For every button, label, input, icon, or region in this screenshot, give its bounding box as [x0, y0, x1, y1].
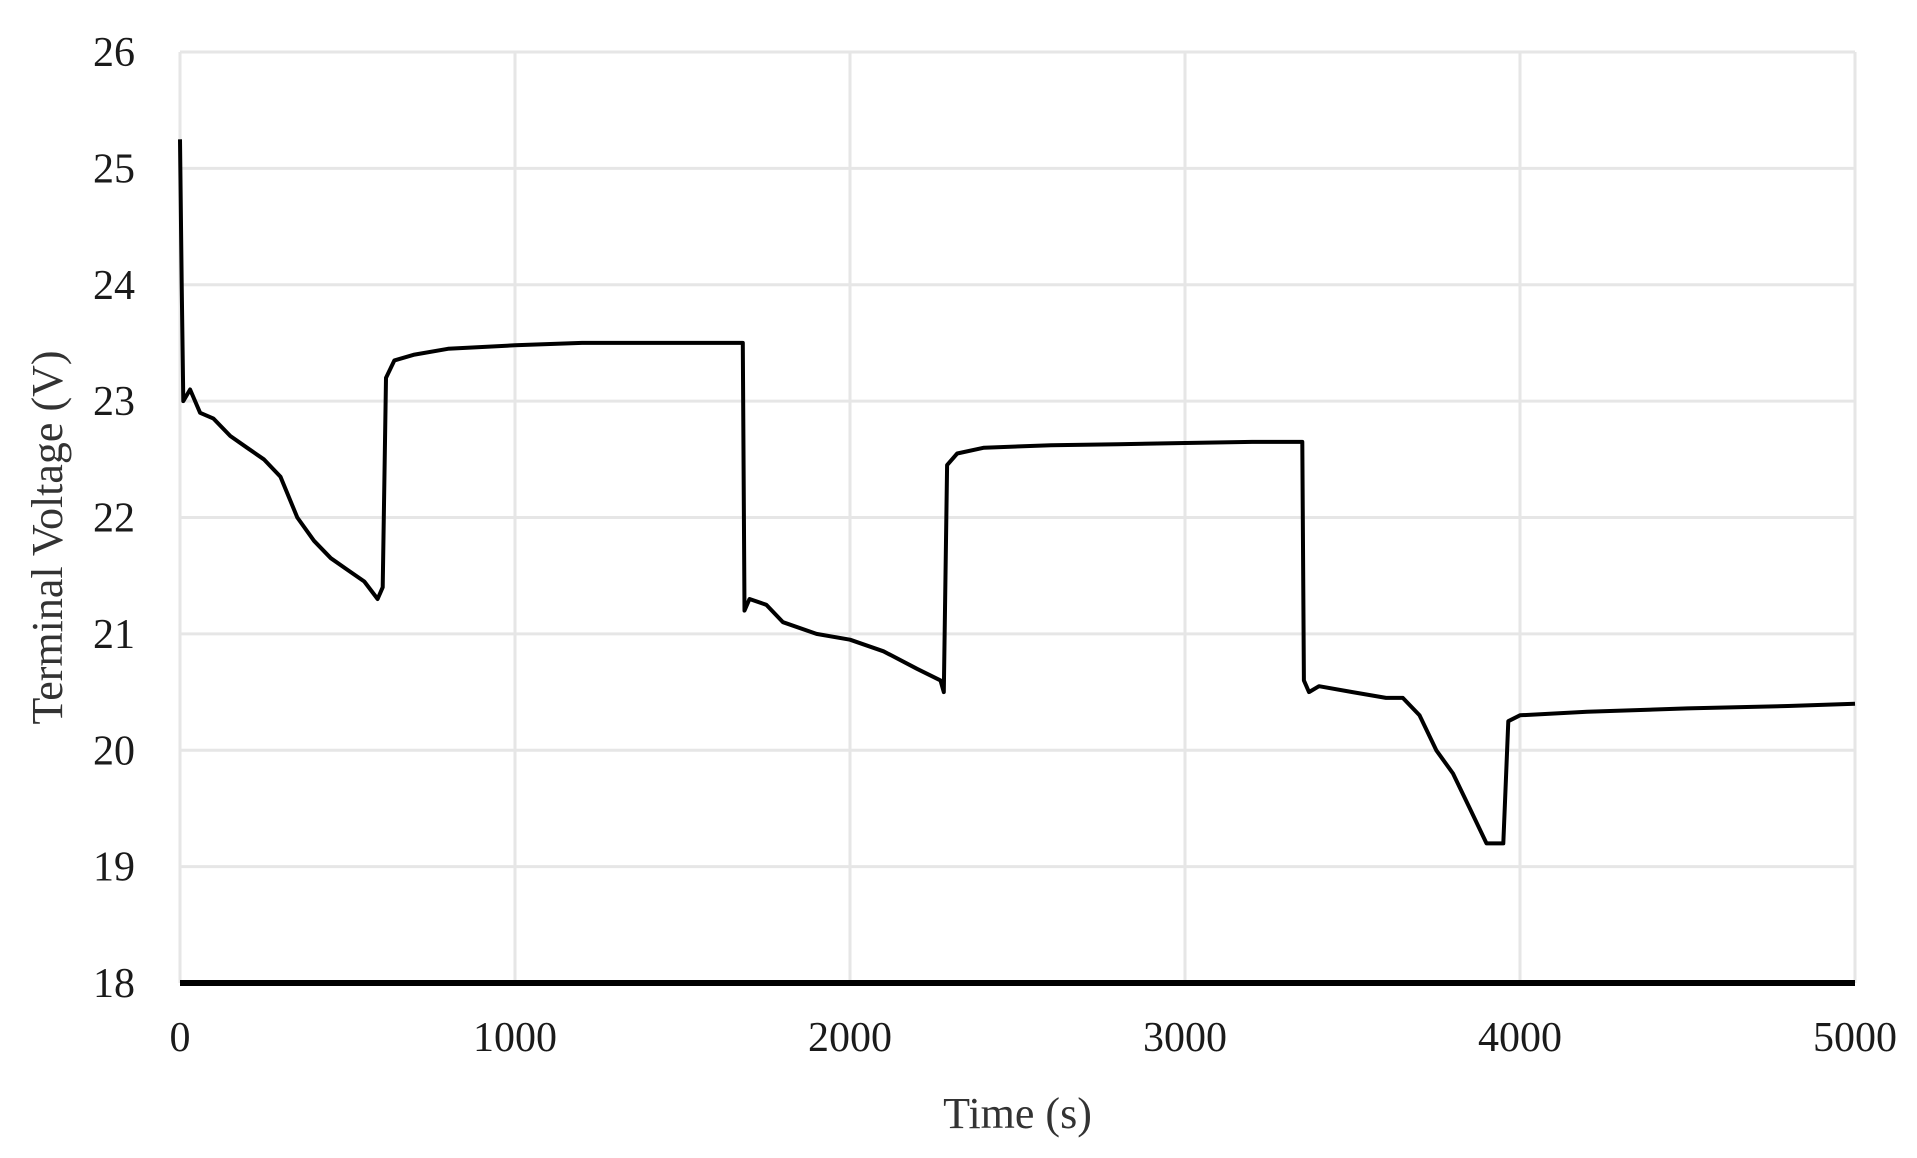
y-tick-label: 24: [93, 263, 135, 309]
y-tick-label: 22: [93, 496, 135, 542]
y-tick-label: 26: [93, 30, 135, 76]
y-tick-label: 20: [93, 728, 135, 774]
x-tick-label: 3000: [1143, 1015, 1227, 1061]
x-tick-label: 0: [170, 1015, 191, 1061]
y-tick-label: 18: [93, 961, 135, 1007]
x-tick-label: 2000: [808, 1015, 892, 1061]
y-tick-label: 25: [93, 146, 135, 192]
x-axis-ticks: 0 1000 2000 3000 4000 5000: [170, 1015, 1898, 1061]
x-tick-label: 5000: [1813, 1015, 1897, 1061]
x-axis-title: Time (s): [943, 1089, 1092, 1138]
y-tick-label: 23: [93, 379, 135, 425]
y-tick-label: 21: [93, 612, 135, 658]
x-tick-label: 4000: [1478, 1015, 1562, 1061]
y-tick-label: 19: [93, 845, 135, 891]
terminal-voltage-line: [178, 139, 1856, 846]
y-axis-ticks: 18 19 20 21 22 23 24 25 26: [93, 30, 135, 1007]
grid: [178, 50, 1857, 983]
x-tick-label: 1000: [473, 1015, 557, 1061]
y-axis-title: Terminal Voltage (V): [23, 350, 72, 724]
